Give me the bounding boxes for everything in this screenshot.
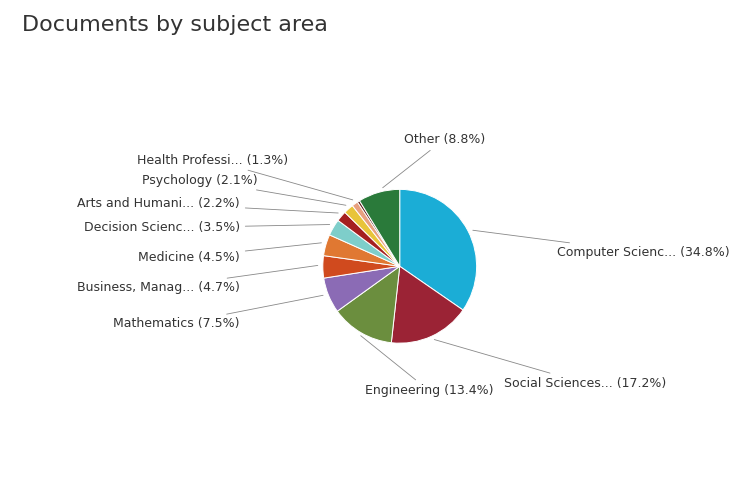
- Text: Arts and Humani... (2.2%): Arts and Humani... (2.2%): [77, 197, 338, 213]
- Text: Decision Scienc... (3.5%): Decision Scienc... (3.5%): [84, 221, 330, 234]
- Text: Other (8.8%): Other (8.8%): [382, 133, 485, 188]
- Text: Computer Scienc... (34.8%): Computer Scienc... (34.8%): [473, 230, 730, 259]
- Wedge shape: [323, 256, 399, 278]
- Wedge shape: [353, 202, 399, 266]
- Wedge shape: [330, 221, 399, 266]
- Wedge shape: [399, 190, 476, 310]
- Wedge shape: [357, 201, 399, 266]
- Wedge shape: [338, 212, 399, 266]
- Text: Health Professi... (1.3%): Health Professi... (1.3%): [137, 154, 353, 200]
- Text: Medicine (4.5%): Medicine (4.5%): [138, 243, 322, 263]
- Text: Business, Manag... (4.7%): Business, Manag... (4.7%): [77, 265, 318, 295]
- Wedge shape: [337, 266, 399, 343]
- Text: Documents by subject area: Documents by subject area: [22, 15, 328, 35]
- Text: Engineering (13.4%): Engineering (13.4%): [361, 336, 494, 398]
- Text: Social Sciences... (17.2%): Social Sciences... (17.2%): [434, 340, 665, 390]
- Text: Mathematics (7.5%): Mathematics (7.5%): [113, 295, 323, 330]
- Wedge shape: [391, 266, 463, 343]
- Text: Psychology (2.1%): Psychology (2.1%): [142, 174, 346, 205]
- Wedge shape: [345, 206, 399, 266]
- Wedge shape: [324, 266, 399, 311]
- Wedge shape: [324, 235, 399, 266]
- Wedge shape: [359, 190, 399, 266]
